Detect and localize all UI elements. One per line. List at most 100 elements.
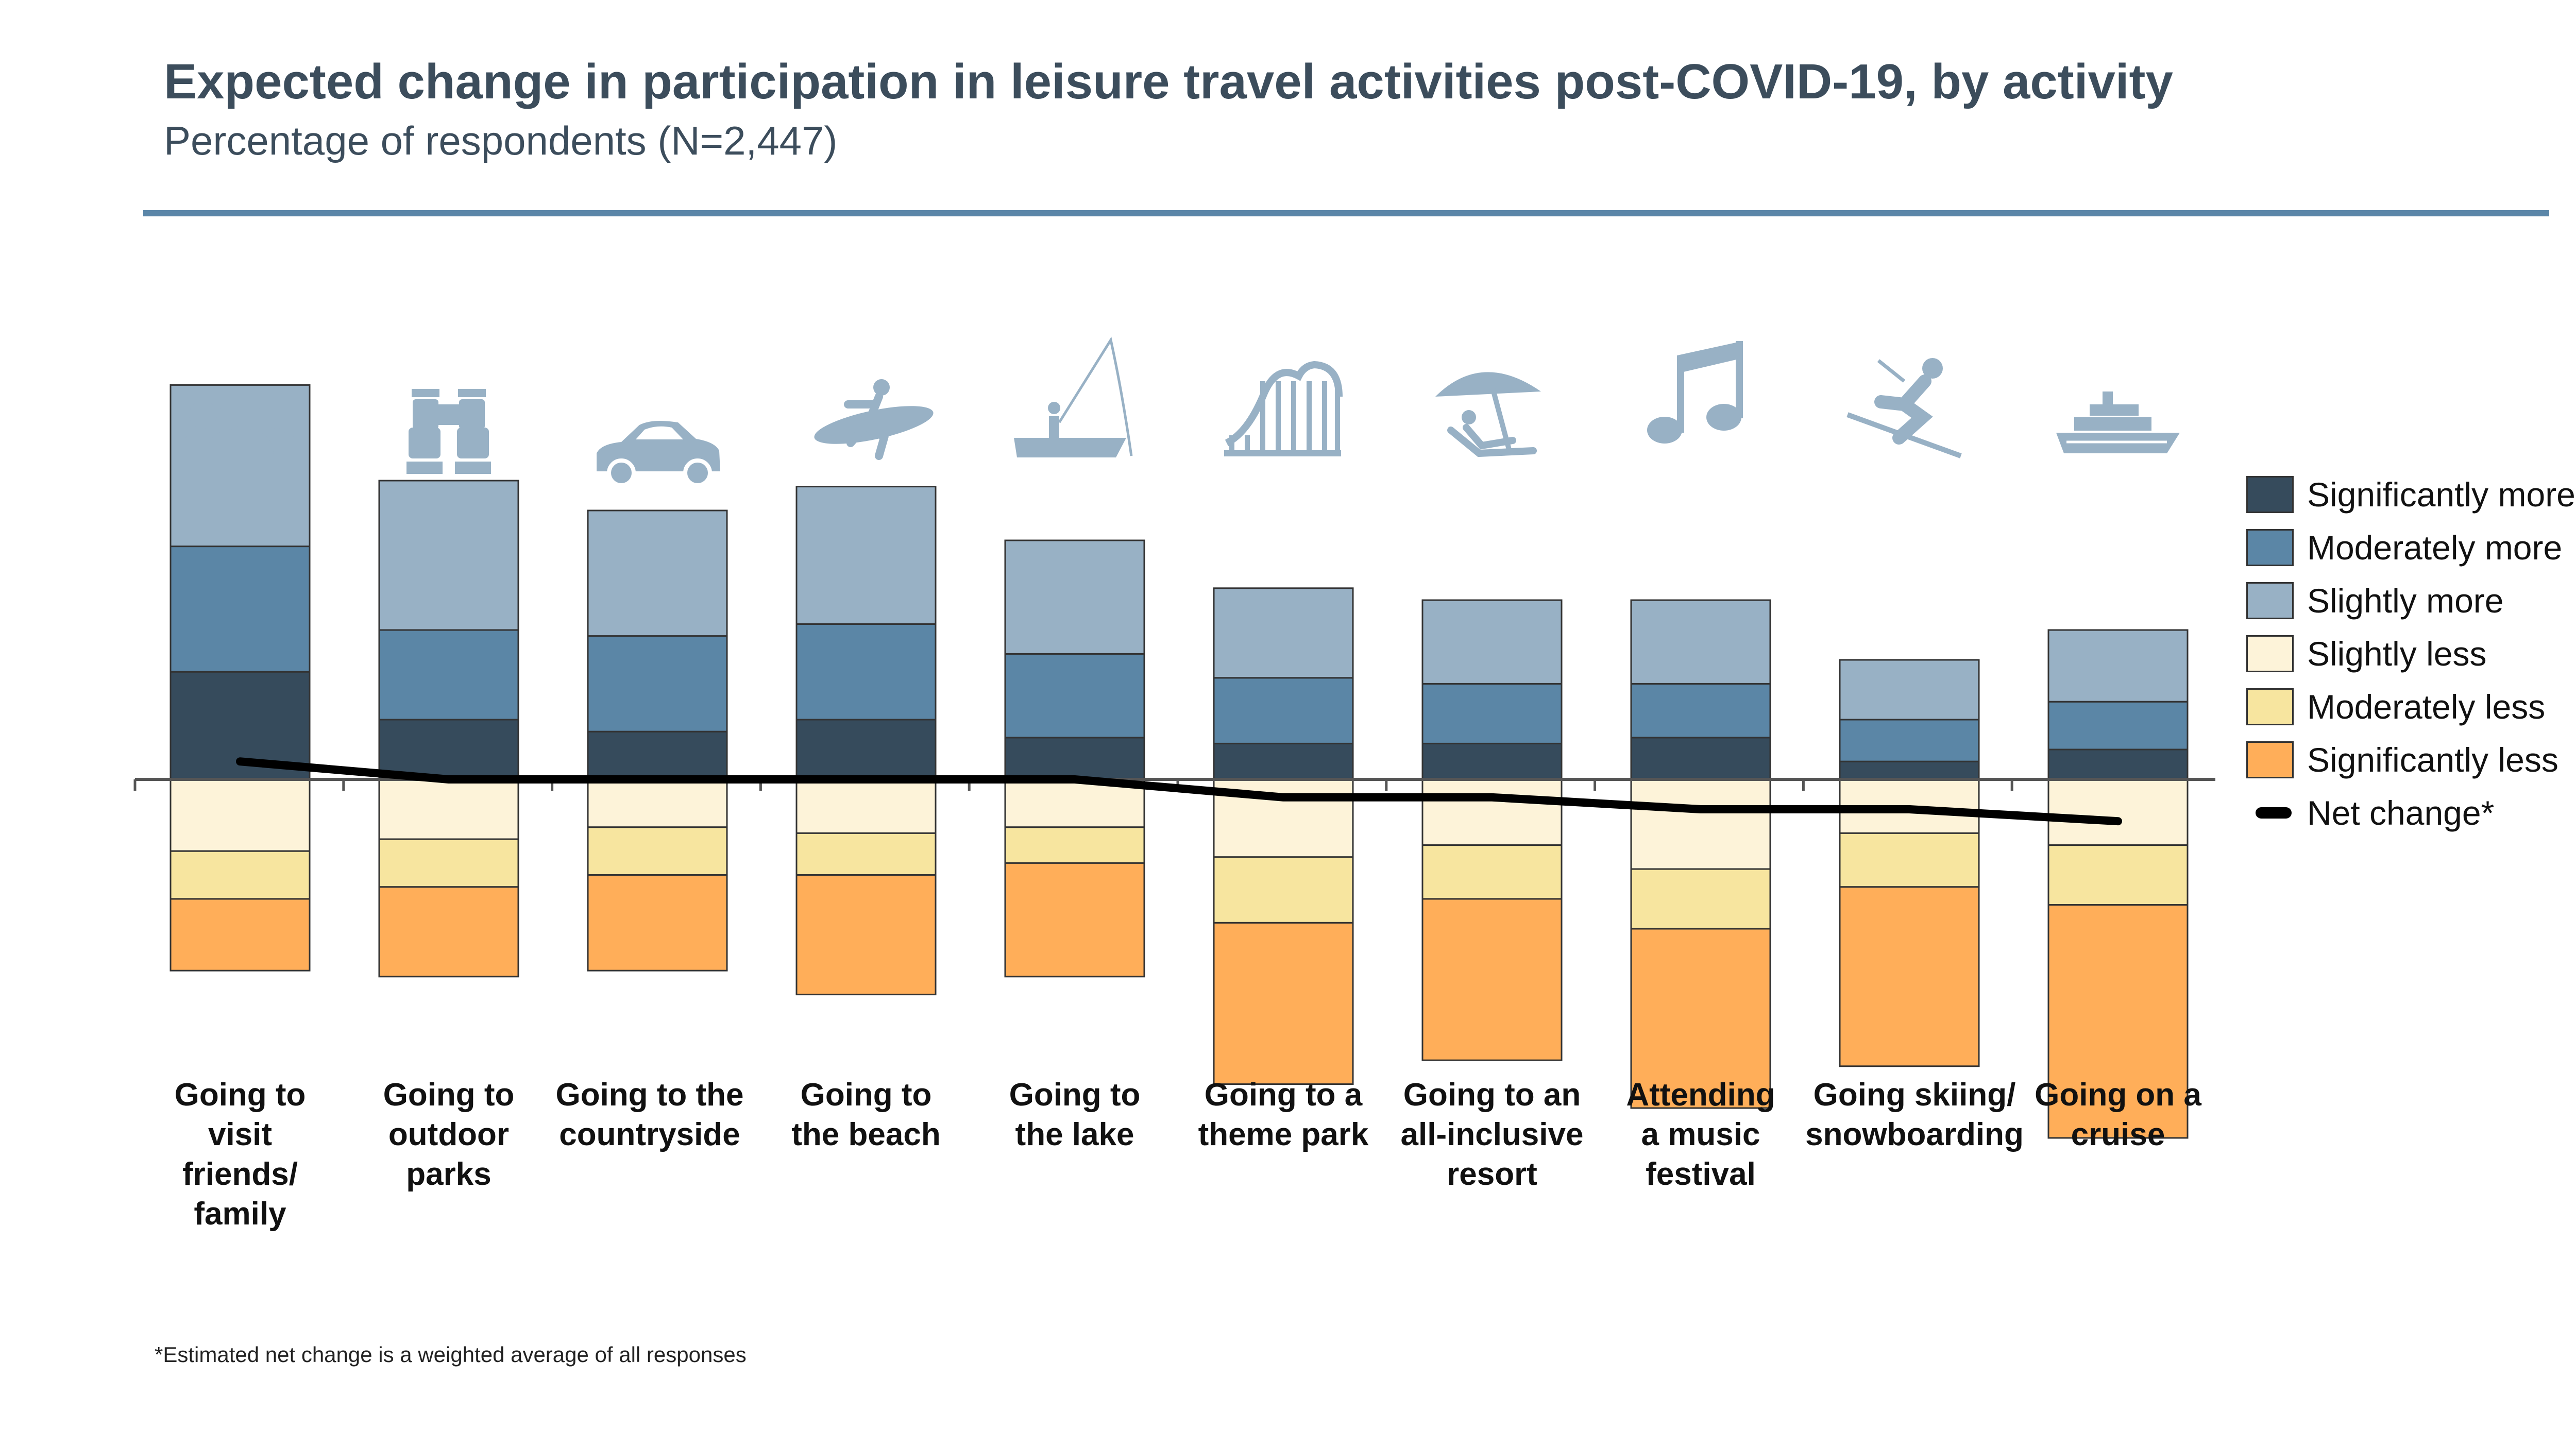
bar-segment-significantly-less (378, 886, 519, 978)
category-label: all-inclusive (1401, 1117, 1584, 1152)
category-label: Attending (1626, 1077, 1775, 1113)
legend-swatch (2246, 635, 2294, 672)
legend-swatch (2246, 741, 2294, 778)
legend-swatch (2246, 476, 2294, 513)
category-label: the lake (1015, 1117, 1134, 1152)
legend-item-slightly-less: Slightly less (2246, 633, 2486, 674)
bar-segment-significantly-more (1421, 742, 1563, 780)
category-label: Going to the (555, 1077, 743, 1113)
bar-segment-moderately-more (1004, 653, 1145, 739)
bar-segment-moderately-less (1630, 868, 1771, 930)
beach-umbrella-icon (1435, 372, 1541, 457)
bar-segment-moderately-more (1630, 683, 1771, 739)
legend-label: Net change* (2307, 794, 2495, 832)
legend-line (2256, 807, 2292, 819)
bar-segment-moderately-more (587, 635, 728, 733)
bar-segment-slightly-more (1004, 539, 1145, 655)
category-label: visit (208, 1117, 272, 1152)
bar-segment-slightly-less (795, 778, 937, 834)
bar-segment-moderately-less (587, 826, 728, 876)
bar-segment-significantly-less (1421, 898, 1563, 1061)
legend-item-moderately-more: Moderately more (2246, 527, 2562, 568)
bar-segment-significantly-less (1630, 928, 1771, 1109)
legend-label: Moderately less (2307, 688, 2546, 726)
bar-segment-moderately-less (2047, 844, 2189, 906)
bar-segment-moderately-less (378, 838, 519, 888)
skier-icon (1846, 358, 1962, 458)
stacked-bar-chart: Going to visit friends/family Going to outdo… (133, 336, 2215, 1232)
legend-item-significantly-more: Significantly more (2246, 474, 2575, 515)
bar-segment-slightly-less (1630, 778, 1771, 870)
bar-segment-moderately-more (2047, 701, 2189, 751)
bar-segment-significantly-less (1213, 922, 1354, 1085)
legend-item-moderately-less: Moderately less (2246, 686, 2545, 727)
net-change-point (1700, 809, 1701, 810)
fishing-boat-icon (1014, 336, 1133, 457)
bar-segment-slightly-less (1421, 778, 1563, 846)
bar-segment-slightly-less (587, 778, 728, 828)
bar-segment-slightly-more (1213, 587, 1354, 679)
category-label: festival (1646, 1156, 1756, 1192)
legend-item-net-change: Net change* (2246, 792, 2494, 833)
music-note-icon (1647, 341, 1743, 444)
category-label: the beach (791, 1117, 940, 1152)
net-change-point (1492, 796, 1493, 798)
bar-segment-moderately-more (378, 629, 519, 721)
net-change-point (657, 779, 658, 780)
category-label: Going skiing/ (1814, 1077, 2016, 1113)
bar-segment-moderately-less (795, 832, 937, 876)
category-label: Going to (383, 1077, 515, 1113)
activity-icons (181, 336, 2180, 487)
legend-swatch (2246, 529, 2294, 566)
net-change-point (866, 779, 867, 780)
chart-subtitle: Percentage of respondents (N=2,447) (164, 118, 838, 163)
bar-segment-moderately-more (170, 546, 311, 673)
binoculars-icon (406, 389, 491, 474)
net-change-point (448, 779, 449, 780)
bar-segment-moderately-less (170, 850, 311, 900)
footnote: *Estimated net change is a weighted aver… (155, 1342, 747, 1367)
bar-segment-moderately-more (1839, 719, 1980, 762)
bar-segment-significantly-more (378, 719, 519, 780)
legend-label: Moderately more (2307, 529, 2563, 567)
legend-item-significantly-less: Significantly less (2246, 739, 2558, 780)
bar-segment-slightly-less (170, 778, 311, 852)
legend-label: Slightly more (2307, 582, 2504, 620)
category-label: Going to (801, 1077, 932, 1113)
bar-segment-significantly-more (1630, 737, 1771, 780)
bar-segment-significantly-less (1004, 862, 1145, 978)
category-label: Going to (175, 1077, 306, 1113)
legend-label: Slightly less (2307, 635, 2487, 673)
bar-segment-slightly-more (795, 486, 937, 625)
net-change-point (1074, 779, 1075, 780)
category-label: a music (1641, 1117, 1760, 1152)
bar-segment-moderately-more (795, 623, 937, 721)
bar-segment-significantly-more (587, 730, 728, 780)
category-label: resort (1447, 1156, 1537, 1192)
bar-segment-moderately-less (1421, 844, 1563, 900)
bar-segment-slightly-more (378, 480, 519, 631)
legend-swatch (2246, 688, 2294, 725)
legend-item-slightly-more: Slightly more (2246, 580, 2503, 621)
bar-segment-slightly-more (1839, 659, 1980, 721)
bar-segment-significantly-more (1213, 742, 1354, 780)
legend-label: Significantly less (2307, 741, 2558, 779)
bar-segment-slightly-more (1630, 599, 1771, 685)
bar-segment-slightly-more (2047, 629, 2189, 703)
category-label: Going to an (1403, 1077, 1581, 1113)
category-label: family (194, 1196, 286, 1232)
bar-segment-moderately-more (1213, 677, 1354, 744)
title-divider (143, 210, 2549, 216)
bar-segment-slightly-less (378, 778, 519, 840)
category-label: friends/ (182, 1156, 298, 1192)
category-label: Going to (1009, 1077, 1141, 1113)
cruise-ship-icon (2056, 391, 2180, 453)
bar-segment-moderately-less (1839, 832, 1980, 888)
category-label: Going to a (1205, 1077, 1363, 1113)
bar-segment-significantly-more (795, 719, 937, 780)
category-label: outdoor (388, 1117, 509, 1152)
legend-swatch (2246, 582, 2294, 619)
legend-label: Significantly more (2307, 475, 2575, 514)
bar-segment-slightly-more (1421, 599, 1563, 685)
bar-segment-significantly-less (587, 874, 728, 972)
